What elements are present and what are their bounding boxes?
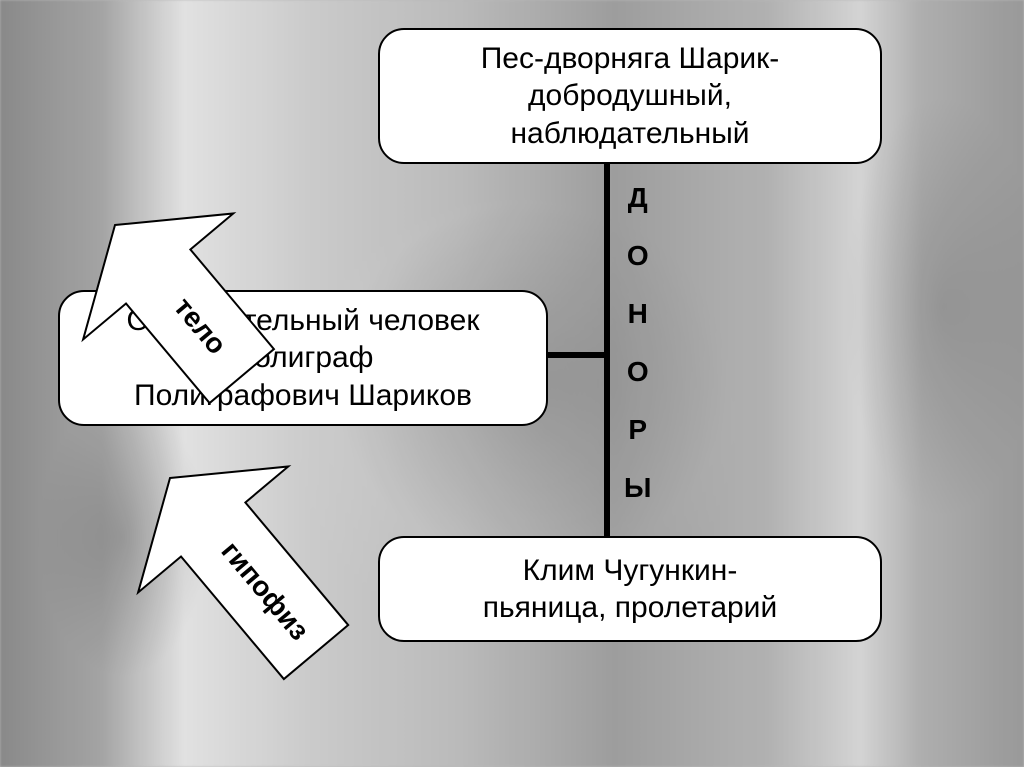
diagram-stage: ДОНОРЫ Пес-дворняга Шарик-добродушный,на… (0, 0, 1024, 767)
node-line: Пес-дворняга Шарик- (481, 40, 780, 78)
node-line: пьяница, пролетарий (483, 589, 777, 627)
donors-vertical-label: ДОНОРЫ (624, 182, 651, 504)
donors-letter: Д (628, 182, 648, 214)
donors-letter: Ы (624, 472, 651, 504)
donors-letter: О (627, 240, 649, 272)
node-line: добродушный, (528, 77, 732, 115)
donors-letter: Н (628, 298, 648, 330)
node-klim-chugunkin: Клим Чугункин-пьяница, пролетарий (378, 536, 882, 642)
donors-letter: Р (628, 414, 647, 446)
node-sharik-dog: Пес-дворняга Шарик-добродушный,наблюдате… (378, 28, 882, 164)
donors-letter: О (627, 356, 649, 388)
node-line: наблюдательный (510, 115, 749, 153)
connector-horizontal (548, 352, 606, 358)
connector-vertical (604, 164, 610, 536)
node-line: Клим Чугункин- (523, 552, 738, 590)
